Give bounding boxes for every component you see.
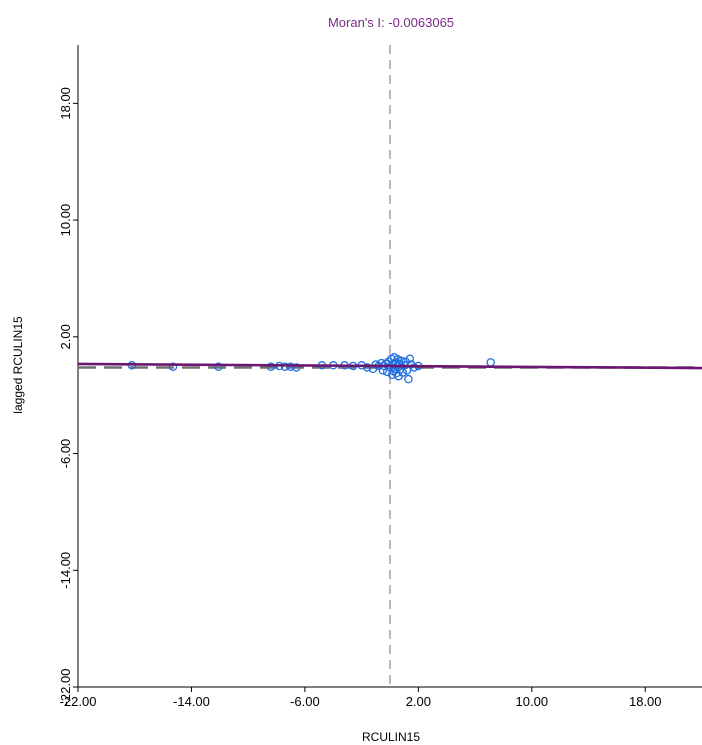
data-point bbox=[280, 362, 290, 371]
data-point bbox=[405, 354, 415, 363]
chart-title: Moran's I: -0.0063065 bbox=[328, 15, 454, 30]
y-tick-label: 18.00 bbox=[58, 87, 73, 120]
x-tick-label: -6.00 bbox=[290, 694, 320, 709]
data-point bbox=[292, 363, 301, 372]
data-point bbox=[363, 363, 372, 372]
data-point bbox=[266, 362, 276, 371]
x-tick-label: -14.00 bbox=[173, 694, 210, 709]
x-tick-label: 10.00 bbox=[516, 694, 549, 709]
x-tick-label: 2.00 bbox=[406, 694, 431, 709]
data-point bbox=[214, 362, 223, 371]
x-axis-label: RCULIN15 bbox=[362, 730, 420, 744]
y-tick-label: -14.00 bbox=[58, 552, 73, 589]
x-tick-label: -22.00 bbox=[60, 694, 97, 709]
plot-area: -22.00 -14.00 -6.00 2.00 10.00 18.00 -22.00 -14… bbox=[58, 45, 702, 709]
y-tick-label: 10.00 bbox=[58, 204, 73, 237]
x-tick-label: 18.00 bbox=[629, 694, 662, 709]
regression-line bbox=[77, 362, 702, 370]
data-point bbox=[404, 374, 413, 384]
y-axis-label: lagged RCULIN15 bbox=[11, 316, 25, 414]
data-point bbox=[286, 362, 295, 371]
data-point bbox=[168, 362, 178, 371]
y-tick-label: 2.00 bbox=[58, 324, 73, 349]
data-point bbox=[486, 358, 495, 367]
y-tick-label: -22.00 bbox=[58, 669, 73, 706]
data-point bbox=[397, 356, 406, 366]
y-tick-label: -6.00 bbox=[58, 439, 73, 469]
